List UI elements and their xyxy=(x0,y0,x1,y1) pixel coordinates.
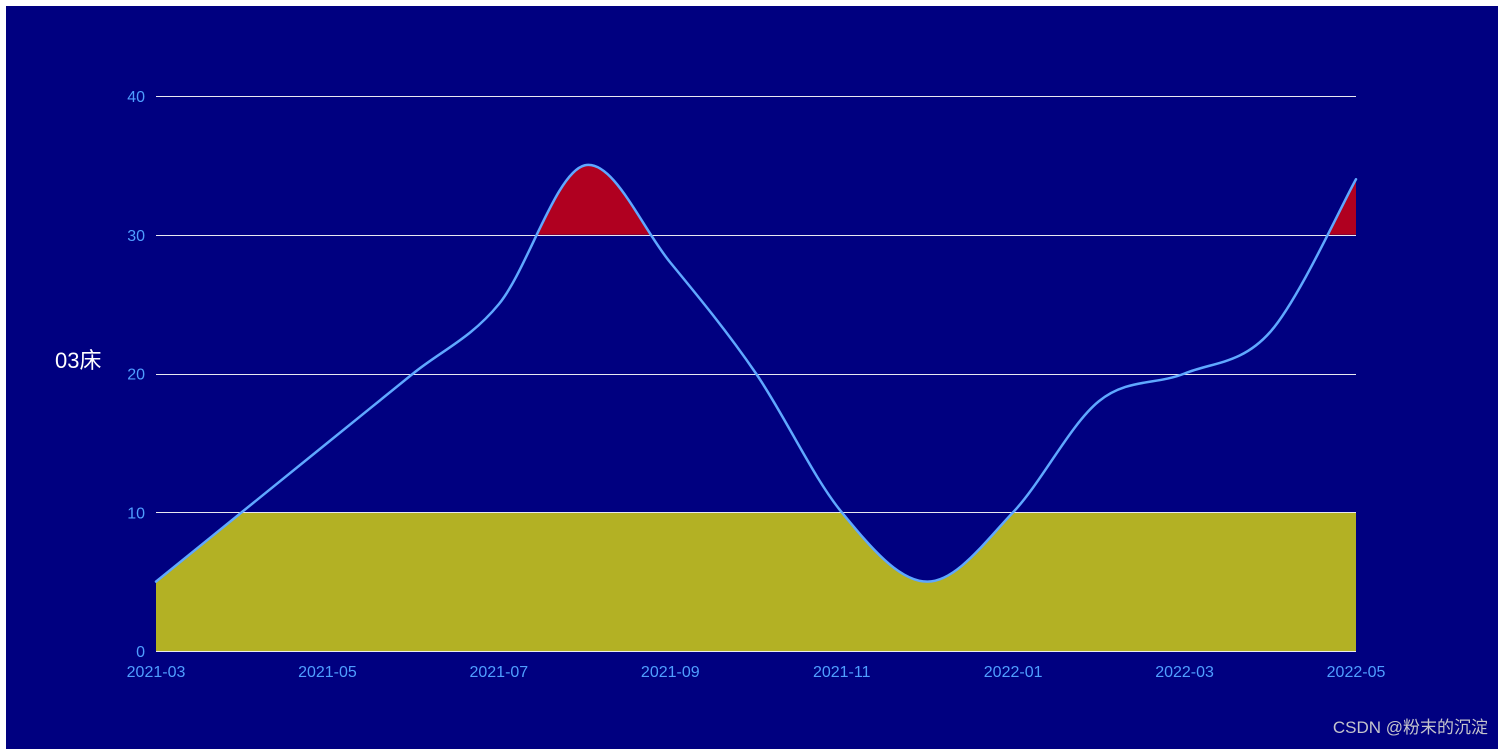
x-tick-label: 2022-03 xyxy=(1155,664,1214,681)
series-line xyxy=(154,163,1358,583)
x-tick-label: 2021-05 xyxy=(298,664,357,681)
y-tick-label: 20 xyxy=(127,367,145,384)
y-axis-label: 03床 xyxy=(55,348,101,373)
watermark: CSDN @粉末的沉淀 xyxy=(1332,718,1488,737)
y-tick-label: 0 xyxy=(136,644,145,661)
area-above-threshold-high xyxy=(536,165,1356,235)
y-tick-label: 40 xyxy=(127,89,145,106)
y-tick-label: 10 xyxy=(127,505,145,522)
x-tick-label: 2021-07 xyxy=(469,664,528,681)
x-tick-label: 2021-11 xyxy=(813,664,871,681)
x-tick-label: 2022-01 xyxy=(984,664,1043,681)
x-tick-label: 2022-05 xyxy=(1327,664,1386,681)
y-tick-label: 30 xyxy=(127,228,145,245)
x-tick-label: 2021-09 xyxy=(641,664,700,681)
area-below-threshold-low xyxy=(156,512,1356,651)
x-tick-label: 2021-03 xyxy=(127,664,186,681)
